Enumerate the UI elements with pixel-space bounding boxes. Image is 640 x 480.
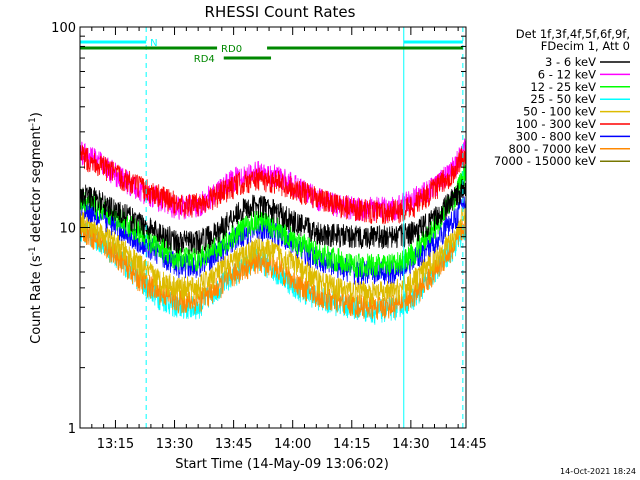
- flag-label-1: RD0: [221, 44, 242, 55]
- y-axis-label: Count Rate (s-1 detector segment-1): [28, 112, 44, 344]
- legend-label-2: 12 - 25 keV: [530, 80, 596, 94]
- y-axis-label-end: ): [29, 112, 44, 117]
- y-axis: 1 10 100: [51, 21, 466, 437]
- legend-label-8: 7000 - 15000 keV: [494, 154, 596, 168]
- flag-label-2: RD4: [194, 54, 215, 65]
- series-line-7: [79, 215, 467, 320]
- y-tick-label-0: 1: [68, 422, 76, 437]
- x-axis: 13:15 13:30 13:45 14:00 14:15 14:30 14:45: [79, 27, 487, 452]
- x-tick-label-0: 13:15: [97, 437, 134, 452]
- x-tick-label-2: 13:45: [215, 437, 252, 452]
- y-tick-label-1: 10: [59, 222, 76, 237]
- legend-label-6: 300 - 800 keV: [516, 129, 596, 143]
- legend-label-5: 100 - 300 keV: [516, 117, 596, 131]
- legend-label-3: 25 - 50 keV: [530, 92, 596, 106]
- legend-label-7: 800 - 7000 keV: [508, 142, 596, 156]
- plot-flags: N RD0 RD4: [80, 38, 463, 65]
- x-tick-label-6: 14:45: [449, 437, 486, 452]
- x-tick-label-1: 13:30: [156, 437, 193, 452]
- plot-series: [79, 138, 467, 325]
- y-axis-label-mid: detector segment: [29, 126, 44, 246]
- y-axis-label-sup1: -1: [28, 246, 38, 255]
- legend-label-0: 3 - 6 keV: [545, 55, 596, 69]
- y-axis-label-sup2: -1: [28, 117, 38, 126]
- series-line-0: [79, 179, 467, 255]
- x-tick-label-4: 14:15: [333, 437, 370, 452]
- legend-header-line-2: FDecim 1, Att 0: [541, 39, 630, 53]
- x-axis-label: Start Time (14-May-09 13:06:02): [175, 457, 389, 472]
- y-tick-label-2: 100: [51, 21, 76, 36]
- legend-header-line-1: Det 1f,3f,4f,5f,6f,9f,: [516, 27, 630, 41]
- footer-date: 14-Oct-2021 18:24: [560, 467, 636, 476]
- chart-title: RHESSI Count Rates: [205, 3, 356, 21]
- x-tick-label-3: 14:00: [274, 437, 311, 452]
- y-axis-label-main: Count Rate (s: [29, 255, 44, 344]
- x-tick-label-5: 14:30: [392, 437, 429, 452]
- series-line-4: [79, 201, 467, 306]
- series-line-5: [79, 144, 467, 225]
- flag-label-0: N: [150, 38, 157, 49]
- legend-label-1: 6 - 12 keV: [538, 67, 596, 81]
- legend-label-4: 50 - 100 keV: [523, 105, 596, 119]
- legend: Det 1f,3f,4f,5f,6f,9f, FDecim 1, Att 0 3…: [494, 27, 630, 168]
